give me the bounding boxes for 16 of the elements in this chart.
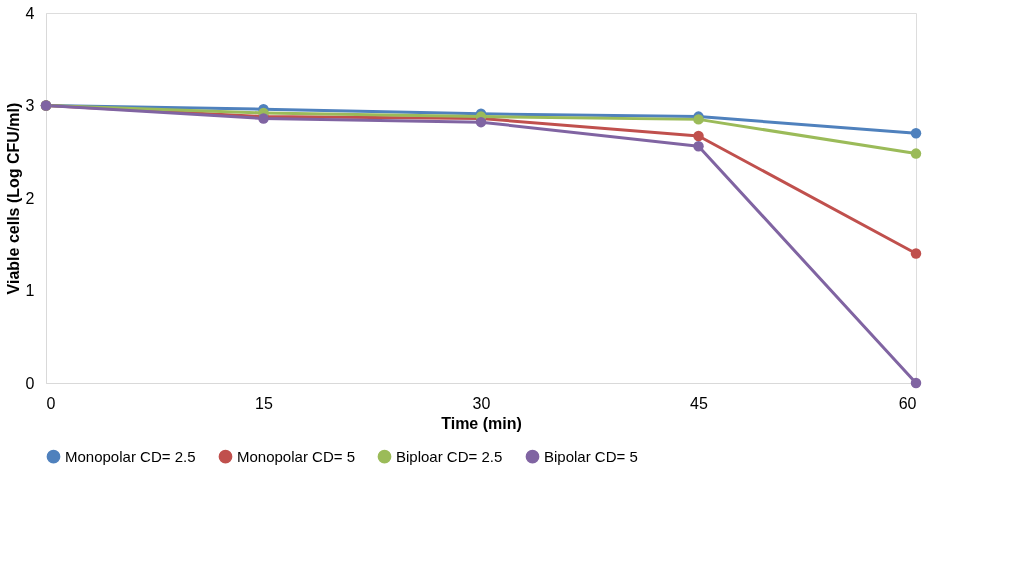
y-axis-title: Viable cells (Log CFU/ml) (4, 102, 22, 295)
legend-label: Bipolar CD= 5 (544, 447, 638, 465)
x-axis-title: Time (min) (441, 414, 522, 432)
legend-label: Biploar CD= 2.5 (396, 447, 503, 465)
legend-label: Monopolar CD= 2.5 (65, 447, 196, 465)
y-tick-label: 0 (25, 374, 35, 392)
x-tick-label: 60 (898, 394, 917, 412)
x-tick-label: 0 (46, 394, 56, 412)
x-tick-label: 45 (690, 394, 708, 412)
x-tick-label: 15 (255, 394, 273, 412)
y-tick-label: 3 (25, 97, 35, 114)
legend-label: Monopolar CD= 5 (237, 447, 355, 465)
x-tick-label: 30 (472, 394, 491, 412)
y-tick-label: 4 (25, 4, 35, 22)
y-tick-label: 2 (25, 189, 35, 207)
y-tick-label: 1 (25, 282, 35, 299)
